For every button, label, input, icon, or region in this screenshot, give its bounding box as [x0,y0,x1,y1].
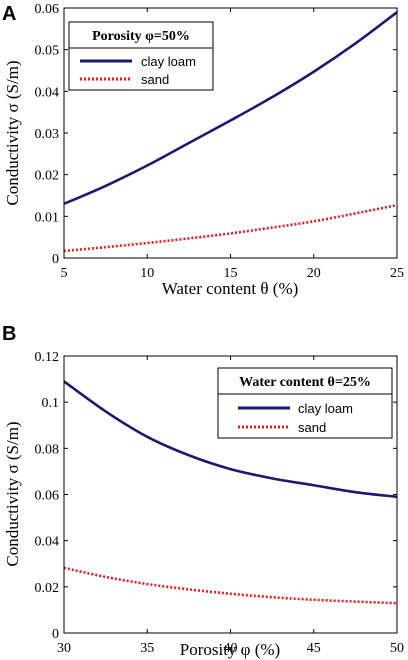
panel-a-y-tick-label: 0.06 [35,2,60,17]
panel-a-legend-title: Porosity φ=50% [92,29,190,44]
panel-a-legend-label-clay: clay loam [141,54,196,69]
panel-a-letter: A [2,3,16,25]
panel-b-y-tick-label: 0.04 [35,535,60,550]
panel-a-y-tick-label: 0.05 [35,44,60,59]
panel-a: A 0 0.01 0.02 0.03 0.04 0.05 0.06 5 10 15 20 25 Po… [2,2,404,298]
panel-b-series-clay-loam [63,380,398,499]
panel-a-y-tick-label: 0 [52,252,59,267]
panel-b-y-tick-label: 0.08 [35,442,60,457]
panel-a-x-axis-label: Water content θ (%) [162,279,299,298]
panel-b-y-tick-label: 0.06 [35,489,60,504]
panel-b-x-tick-label: 35 [140,641,154,656]
panel-a-y-tick-label: 0.01 [35,210,60,225]
panel-a-legend-label-sand: sand [141,72,169,87]
panel-a-y-tick-label: 0.04 [35,85,60,100]
panel-a-x-tick-label: 25 [390,266,404,281]
panel-b-y-tick-label: 0 [52,627,59,642]
panel-b-legend: Water content θ=25% clay loam sand [217,367,393,439]
panel-b-x-tick-label: 45 [307,641,321,656]
panel-b-plot-frame [63,355,398,634]
panel-b-x-tick-label: 50 [390,641,404,656]
panel-a-legend: Porosity φ=50% clay loam sand [68,21,214,91]
panel-b-y-tick-label: 0.1 [42,396,60,411]
panel-b-legend-title: Water content θ=25% [239,375,371,390]
panel-a-x-tick-label: 10 [140,266,154,281]
panel-b-legend-label-sand: sand [298,420,326,435]
panel-b-x-axis-label: Porosity φ (%) [180,640,280,659]
panel-b-series [63,380,398,605]
panel-a-y-tick-label: 0.02 [35,169,60,184]
panel-b-x-tick-label: 30 [57,641,71,656]
panel-a-legend-body-box [68,47,214,91]
panel-b-y-axis-label: Conductivity σ (S/m) [3,421,22,566]
panel-b-y-tick-label: 0.02 [35,581,60,596]
panel-b-x-ticks: 30 35 40 45 50 [57,356,404,656]
panel-a-x-tick-label: 15 [224,266,238,281]
panel-b-legend-label-clay: clay loam [298,401,353,416]
panel-b-legend-body-box [217,393,393,439]
panel-b-y-tick-label: 0.12 [35,350,60,365]
panel-a-x-tick-label: 5 [61,266,68,281]
panel-a-series-clay-loam [63,11,398,206]
panel-a-plot-frame [63,7,398,259]
panel-b-x-tick-label: 40 [224,641,238,656]
panel-b-series-sand [63,566,398,605]
panel-a-series-sand [63,203,398,253]
panel-b: B 0 0.02 0.04 0.06 0.08 0.1 0.12 30 35 40 45 50 Wa… [2,323,404,659]
panel-a-y-axis-label: Conductivity σ (S/m) [3,60,22,205]
panel-b-letter: B [2,323,16,345]
panel-a-y-tick-label: 0.03 [35,127,60,142]
panel-a-series [63,11,398,253]
panel-a-legend-title-box [68,21,214,49]
panel-b-y-ticks: 0 0.02 0.04 0.06 0.08 0.1 0.12 [35,350,397,642]
panel-a-y-ticks: 0 0.01 0.02 0.03 0.04 0.05 0.06 [35,2,397,267]
panel-a-x-tick-label: 20 [307,266,321,281]
panel-a-x-ticks: 5 10 15 20 25 [61,8,404,281]
